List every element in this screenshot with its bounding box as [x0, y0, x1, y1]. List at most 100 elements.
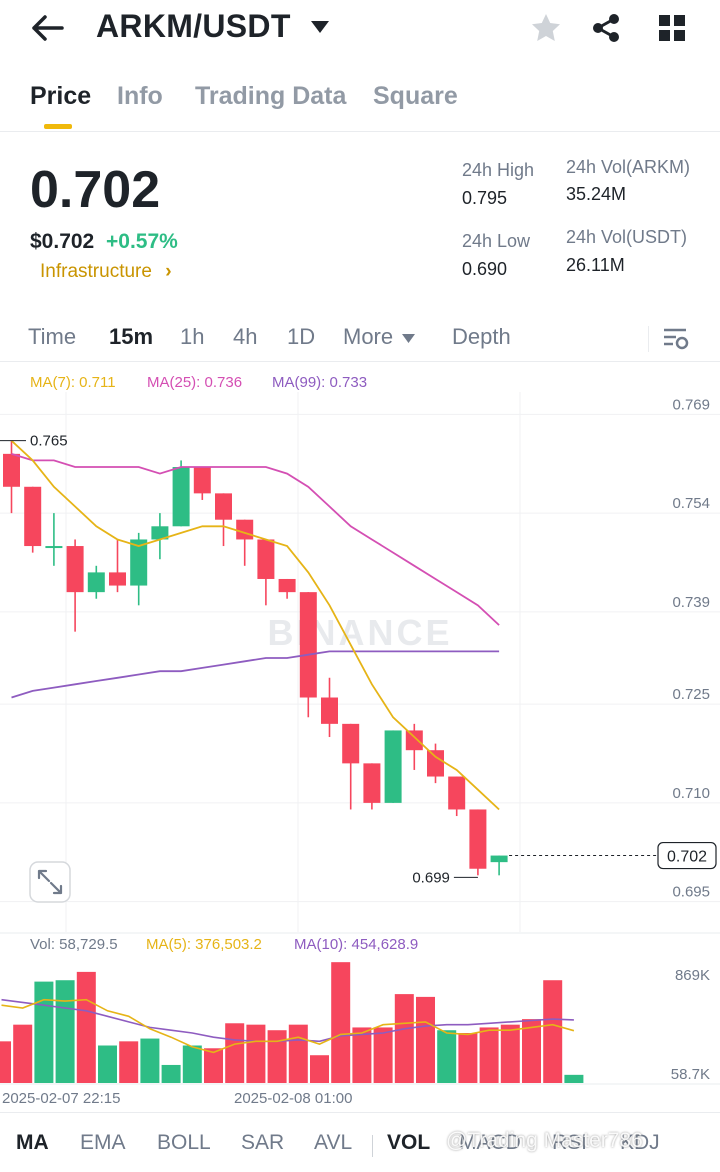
volume-axis-max: 869K — [675, 967, 710, 984]
tab-trading-data[interactable]: Trading Data — [195, 82, 347, 110]
tab-price[interactable]: Price — [30, 82, 92, 110]
back-arrow-icon[interactable] — [30, 12, 66, 44]
candle-body — [299, 592, 317, 698]
price-change: +0.57% — [106, 230, 178, 253]
volume-bar — [34, 981, 54, 1083]
stat-24h-low-label: 24h Low — [462, 231, 531, 251]
star-icon[interactable] — [530, 12, 562, 44]
volume-bar — [0, 1041, 11, 1083]
active-tab-indicator — [44, 124, 72, 129]
tab-info[interactable]: Info — [117, 82, 163, 110]
candlestick-chart[interactable]: BINANCE 0.769 0.754 0.739 0.725 0.710 0.695 0… — [0, 362, 720, 1110]
ma25-line — [11, 453, 500, 626]
grid-icon[interactable] — [658, 14, 686, 42]
candle-body — [278, 578, 296, 593]
time-label-start: 2025-02-07 22:15 — [2, 1090, 120, 1107]
legend-vol: Vol: 58,729.5 — [30, 936, 118, 953]
stat-24h-vol-base-label: 24h Vol(ARKM) — [566, 157, 691, 177]
interval-1d[interactable]: 1D — [287, 324, 316, 349]
stat-24h-vol-quote-label: 24h Vol(USDT) — [566, 227, 688, 247]
chevron-down-icon[interactable] — [310, 20, 330, 34]
candle-body — [193, 467, 211, 494]
sector-label: Infrastructure — [40, 261, 152, 282]
stat-24h-low-value: 0.690 — [462, 259, 508, 279]
candle-body — [490, 855, 508, 863]
legend-ma7: MA(7): 0.711 — [30, 374, 116, 391]
expand-chart-button[interactable] — [29, 861, 71, 903]
volume-bar — [182, 1045, 202, 1083]
volume-bar — [246, 1024, 266, 1083]
candle-body — [109, 572, 126, 586]
interval-more[interactable]: More — [343, 324, 394, 349]
interval-4h[interactable]: 4h — [233, 324, 258, 349]
indicator-vol[interactable]: VOL — [387, 1131, 431, 1154]
chart-settings-icon[interactable] — [662, 324, 690, 352]
indicator-kdj[interactable]: KDJ — [620, 1131, 660, 1154]
chart-watermark: BINANCE — [267, 612, 452, 653]
volume-bar — [140, 1038, 160, 1083]
volume-bar — [458, 1033, 478, 1083]
volume-bar — [310, 1055, 329, 1083]
volume-bar — [437, 1030, 457, 1083]
volume-bar — [267, 1030, 287, 1083]
interval-bar: Time 15m 1h 4h 1D More Depth — [0, 318, 720, 362]
ma-lines — [10, 440, 500, 811]
indicator-sar[interactable]: SAR — [241, 1131, 285, 1154]
legend-ma99: MA(99): 0.733 — [272, 374, 367, 391]
volume-ma-lines — [1, 998, 575, 1054]
volume-bar — [416, 996, 435, 1083]
legend-vol-ma10: MA(10): 454,628.9 — [294, 936, 418, 953]
tab-square[interactable]: Square — [373, 82, 458, 110]
price-axis-tick: 0.739 — [672, 594, 710, 611]
interval-15m[interactable]: 15m — [109, 324, 154, 349]
volume-bar — [76, 971, 96, 1083]
candle-body — [448, 776, 466, 810]
volume-bar — [204, 1048, 223, 1083]
price-axis-tick: 0.769 — [672, 396, 710, 413]
interval-time[interactable]: Time — [28, 324, 77, 349]
candle-body — [130, 539, 148, 586]
chevron-down-icon[interactable] — [402, 334, 415, 343]
main-tabs: Price Info Trading Data Square — [0, 76, 720, 132]
low-marker-label: 0.699 — [412, 869, 450, 886]
volume-bar — [55, 980, 75, 1083]
sector-link[interactable]: Infrastructure › — [40, 261, 172, 283]
interval-depth[interactable]: Depth — [452, 324, 511, 349]
stat-24h-high-value: 0.795 — [462, 188, 508, 208]
stat-24h-high-label: 24h High — [462, 160, 535, 180]
candle-body — [363, 763, 381, 803]
indicator-avl[interactable]: AVL — [314, 1131, 353, 1154]
indicator-ma[interactable]: MA — [16, 1131, 49, 1154]
volume-bar — [331, 962, 351, 1083]
pair-title[interactable]: ARKM/USDT — [96, 8, 291, 44]
chart-grid — [0, 392, 720, 932]
stat-24h-vol-quote-value: 26.11M — [566, 255, 625, 275]
share-icon[interactable] — [590, 12, 622, 44]
candle-body — [66, 546, 84, 593]
legend-vol-ma5: MA(5): 376,503.2 — [146, 936, 262, 953]
indicator-ema[interactable]: EMA — [80, 1131, 126, 1154]
price-axis-tick: 0.725 — [672, 686, 710, 703]
price-markers: 0.765 0.699 0.702 — [0, 433, 717, 886]
interval-1h[interactable]: 1h — [180, 324, 205, 349]
high-marker-label: 0.765 — [30, 433, 68, 450]
last-price-label: 0.702 — [667, 849, 707, 866]
candle-body — [257, 539, 275, 579]
candle-body — [3, 453, 20, 487]
candle-body — [151, 526, 169, 540]
indicator-rsi[interactable]: RSI — [552, 1131, 588, 1154]
price-axis: 0.769 0.754 0.739 0.725 0.710 0.695 — [672, 396, 710, 900]
expand-icon — [37, 869, 63, 895]
price-axis-tick: 0.710 — [672, 785, 710, 802]
interval-divider — [648, 326, 649, 352]
indicator-boll[interactable]: BOLL — [157, 1131, 211, 1154]
volume-bar — [564, 1074, 584, 1083]
volume-bar — [543, 980, 563, 1083]
indicator-macd[interactable]: MACD — [459, 1131, 521, 1154]
volume-bar — [479, 1027, 499, 1083]
volume-bar — [522, 1019, 541, 1083]
legend-ma25: MA(25): 0.736 — [147, 374, 242, 391]
volume-ma10-line — [1, 998, 574, 1043]
volume-bar — [225, 1023, 245, 1083]
candle-body — [321, 697, 338, 724]
